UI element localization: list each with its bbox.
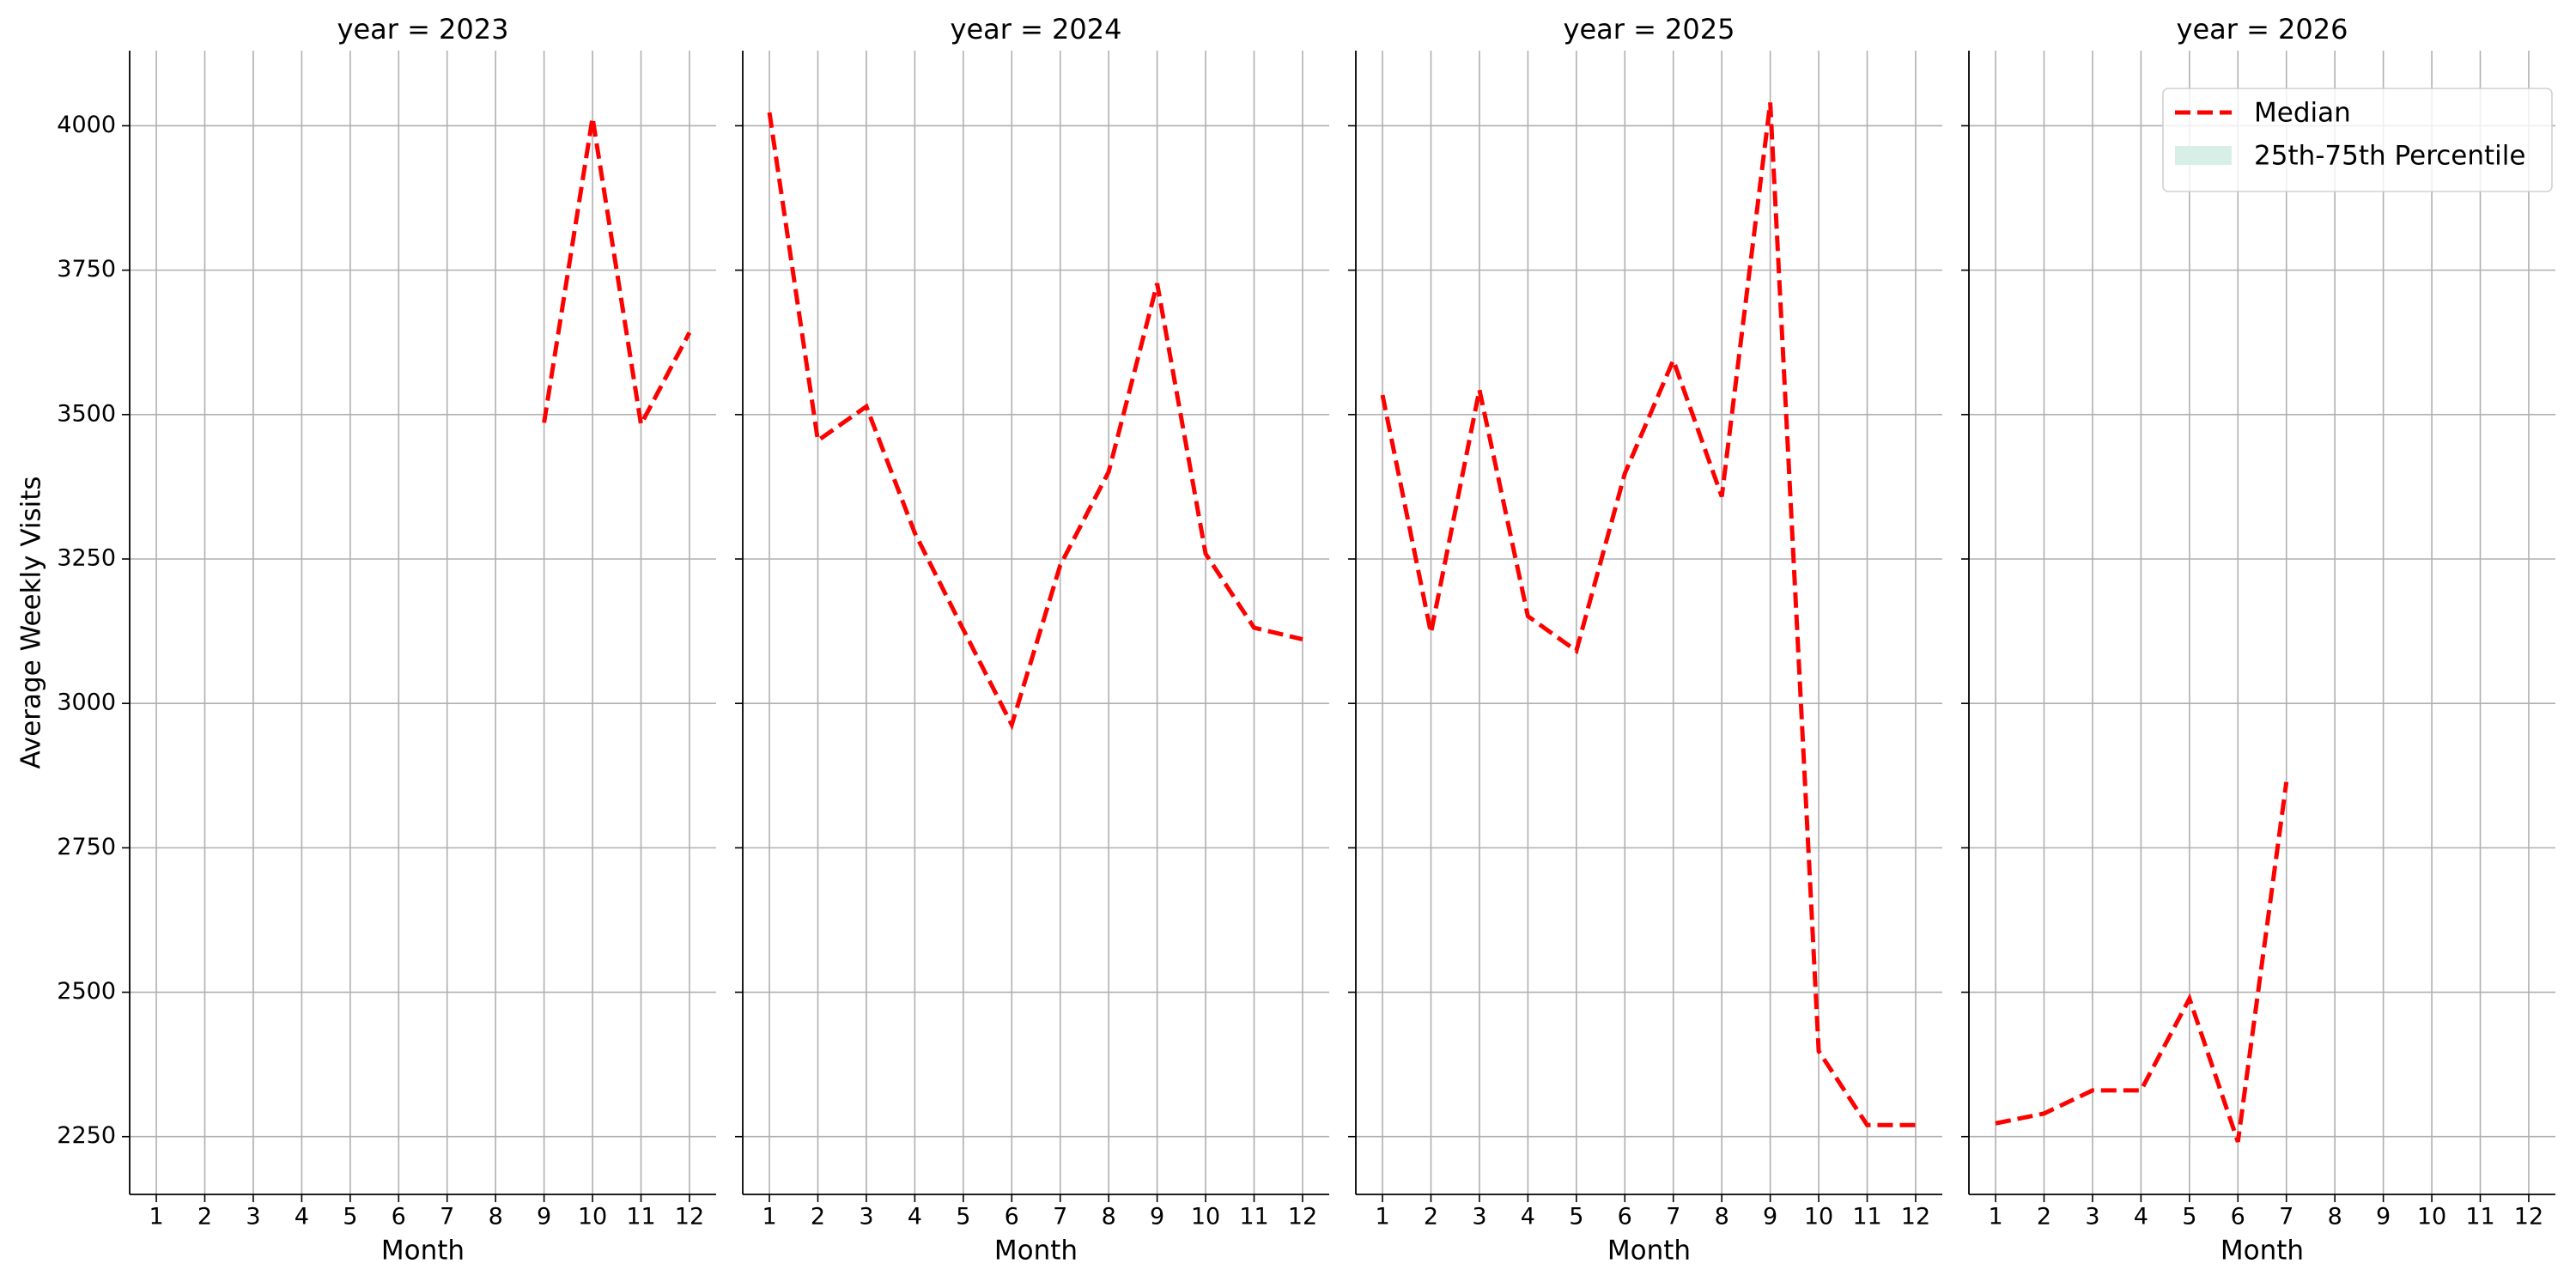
x-tick-label: 2 [811, 1204, 825, 1230]
x-tick-label: 11 [2465, 1204, 2494, 1230]
x-tick-label: 12 [1901, 1204, 1930, 1230]
x-tick-label: 5 [1569, 1204, 1583, 1230]
x-tick-label: 7 [1053, 1204, 1067, 1230]
y-tick-label: 3250 [57, 545, 116, 572]
x-tick-label: 1 [1988, 1204, 2002, 1230]
x-axis-label: Month [1607, 1236, 1691, 1267]
x-tick-label: 8 [2328, 1204, 2342, 1230]
median-line [1380, 102, 1916, 1127]
y-tick-label: 2750 [57, 834, 116, 860]
y-axis-label: Average Weekly Visits [16, 476, 47, 769]
panel-title: year = 2025 [1564, 13, 1735, 46]
y-tick-label: 4000 [57, 112, 116, 138]
x-tick-label: 9 [1150, 1204, 1164, 1230]
x-axis-label: Month [994, 1236, 1078, 1267]
y-tick-label: 3500 [57, 400, 116, 427]
x-tick-label: 7 [1666, 1204, 1680, 1230]
y-tick-label: 2500 [57, 978, 116, 1005]
x-tick-label: 1 [762, 1204, 776, 1230]
x-tick-label: 3 [246, 1204, 260, 1230]
x-axis-label: Month [2221, 1236, 2304, 1267]
x-tick-label: 4 [2134, 1204, 2148, 1230]
y-tick-label: 3750 [57, 256, 116, 283]
x-tick-label: 6 [2231, 1204, 2245, 1230]
x-tick-label: 11 [1852, 1204, 1881, 1230]
x-tick-label: 8 [1715, 1204, 1729, 1230]
x-tick-label: 11 [626, 1204, 655, 1230]
median-line [542, 117, 692, 432]
x-tick-label: 12 [675, 1204, 704, 1230]
x-tick-label: 4 [908, 1204, 922, 1230]
x-tick-label: 2 [2037, 1204, 2051, 1230]
x-tick-label: 2 [1424, 1204, 1438, 1230]
x-tick-label: 10 [1191, 1204, 1220, 1230]
x-tick-label: 3 [1472, 1204, 1486, 1230]
x-tick-label: 5 [343, 1204, 357, 1230]
panel-title: year = 2023 [337, 13, 509, 46]
x-tick-label: 12 [1288, 1204, 1317, 1230]
legend-patch [2175, 146, 2232, 165]
x-tick-label: 10 [1804, 1204, 1833, 1230]
x-tick-label: 3 [2085, 1204, 2099, 1230]
x-tick-label: 9 [2376, 1204, 2391, 1230]
x-tick-label: 4 [1521, 1204, 1535, 1230]
median-line [767, 112, 1303, 731]
x-tick-label: 6 [392, 1204, 406, 1230]
legend-box [2162, 88, 2553, 192]
x-tick-label: 4 [295, 1204, 309, 1230]
panel-title: year = 2024 [951, 13, 1122, 46]
x-tick-label: 5 [956, 1204, 970, 1230]
x-tick-label: 6 [1618, 1204, 1632, 1230]
legend-label: Median [2254, 98, 2351, 129]
x-tick-label: 6 [1005, 1204, 1019, 1230]
x-tick-label: 12 [2514, 1204, 2543, 1230]
x-tick-label: 1 [149, 1204, 163, 1230]
x-axis-label: Month [381, 1236, 465, 1267]
y-tick-label: 2250 [57, 1122, 116, 1149]
x-tick-label: 5 [2182, 1204, 2196, 1230]
x-tick-label: 9 [1763, 1204, 1777, 1230]
x-tick-label: 1 [1375, 1204, 1389, 1230]
x-tick-label: 2 [197, 1204, 212, 1230]
median-line [1995, 781, 2289, 1143]
x-tick-label: 7 [440, 1204, 454, 1230]
legend-label: 25th-75th Percentile [2254, 141, 2525, 172]
x-tick-label: 10 [2417, 1204, 2446, 1230]
panel-title: year = 2026 [2177, 13, 2348, 46]
x-tick-label: 7 [2279, 1204, 2293, 1230]
x-tick-label: 9 [537, 1204, 551, 1230]
y-tick-label: 3000 [57, 690, 116, 716]
x-tick-label: 11 [1239, 1204, 1268, 1230]
x-tick-label: 3 [859, 1204, 873, 1230]
x-tick-label: 10 [578, 1204, 607, 1230]
x-tick-label: 8 [1102, 1204, 1116, 1230]
x-tick-label: 8 [489, 1204, 503, 1230]
